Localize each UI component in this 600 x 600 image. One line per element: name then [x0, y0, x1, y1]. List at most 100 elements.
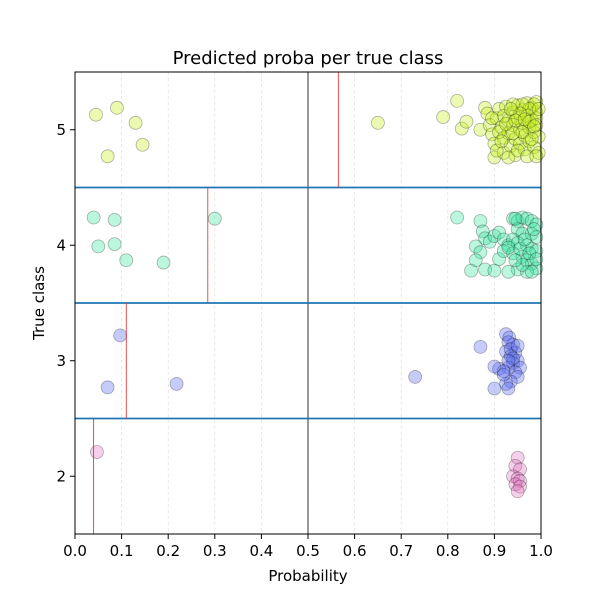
- class-3-points: [100, 327, 527, 396]
- data-point: [501, 126, 516, 141]
- data-point: [513, 241, 527, 256]
- data-point: [520, 264, 534, 279]
- data-point: [169, 376, 184, 391]
- data-point: [506, 126, 520, 141]
- data-point: [520, 238, 534, 253]
- data-point: [473, 245, 488, 260]
- x-tick-label: 0.9: [482, 542, 506, 560]
- data-point: [485, 111, 499, 126]
- data-point: [508, 477, 523, 492]
- data-point: [520, 149, 534, 164]
- data-point: [527, 222, 541, 236]
- data-point: [492, 102, 506, 116]
- data-point: [513, 360, 527, 375]
- data-point: [450, 210, 465, 225]
- data-point: [487, 263, 502, 278]
- data-point: [520, 96, 534, 111]
- data-point: [529, 217, 544, 232]
- data-point: [510, 98, 525, 113]
- data-point: [503, 102, 518, 116]
- x-tick-label: 0.2: [156, 542, 180, 560]
- data-point: [513, 479, 527, 494]
- data-point: [524, 226, 539, 241]
- data-point: [513, 462, 527, 477]
- data-point: [370, 115, 385, 130]
- data-point: [482, 234, 497, 249]
- data-point: [510, 111, 525, 126]
- data-point: [489, 143, 504, 158]
- data-point: [86, 210, 101, 225]
- data-point: [499, 376, 513, 391]
- data-point: [506, 469, 520, 484]
- data-point: [503, 349, 518, 364]
- chart-title: Predicted proba per true class: [173, 48, 444, 69]
- data-point: [520, 211, 534, 226]
- data-point: [529, 105, 544, 120]
- data-point: [517, 142, 532, 157]
- y-axis-label: True class: [30, 266, 48, 341]
- data-point: [506, 246, 520, 261]
- data-point: [524, 241, 539, 256]
- data-point: [508, 345, 523, 360]
- data-point: [517, 128, 532, 143]
- data-point: [468, 253, 483, 268]
- data-point: [529, 261, 544, 276]
- data-point: [510, 214, 525, 228]
- data-point: [506, 211, 520, 226]
- data-point: [524, 100, 539, 115]
- data-point: [506, 337, 520, 352]
- data-point: [499, 99, 513, 114]
- data-point: [496, 244, 511, 258]
- data-point: [513, 106, 527, 121]
- data-point: [489, 111, 504, 126]
- data-point: [508, 132, 523, 146]
- data-point: [501, 240, 516, 255]
- data-point: [517, 232, 532, 247]
- data-point: [522, 246, 537, 261]
- data-point: [508, 113, 523, 128]
- data-point: [502, 330, 517, 345]
- data-point: [515, 249, 530, 264]
- data-point: [90, 445, 104, 459]
- y-tick-label: 2: [56, 467, 66, 485]
- data-point: [513, 122, 527, 137]
- data-point: [503, 374, 518, 389]
- data-point: [510, 338, 525, 353]
- data-point: [478, 231, 492, 246]
- data-point: [508, 365, 523, 380]
- data-point: [524, 256, 539, 271]
- data-point: [510, 143, 525, 158]
- y-tick-label: 5: [56, 121, 66, 139]
- data-point: [506, 118, 520, 133]
- data-point: [487, 136, 502, 151]
- x-tick-label: 0.0: [63, 542, 87, 560]
- data-point: [473, 122, 488, 137]
- x-tick-label: 0.4: [249, 542, 273, 560]
- data-point: [531, 145, 546, 160]
- data-point: [531, 102, 546, 116]
- data-point: [492, 225, 506, 240]
- data-point: [436, 110, 451, 124]
- data-point: [510, 370, 525, 384]
- data-point: [513, 473, 527, 488]
- data-point: [513, 136, 527, 151]
- data-point: [510, 262, 525, 277]
- data-point: [478, 100, 492, 115]
- data-point: [501, 238, 516, 253]
- data-point: [459, 114, 474, 129]
- data-point: [468, 239, 483, 254]
- data-point: [510, 450, 525, 465]
- data-point: [492, 125, 506, 139]
- data-point: [522, 120, 537, 135]
- data-point: [487, 150, 502, 165]
- data-point: [119, 253, 134, 268]
- data-point: [529, 118, 544, 133]
- data-point: [508, 253, 523, 268]
- data-point: [501, 150, 516, 165]
- data-point: [524, 113, 539, 128]
- data-point: [515, 103, 530, 118]
- data-point: [408, 370, 423, 384]
- data-point: [501, 113, 516, 128]
- data-point: [480, 106, 495, 121]
